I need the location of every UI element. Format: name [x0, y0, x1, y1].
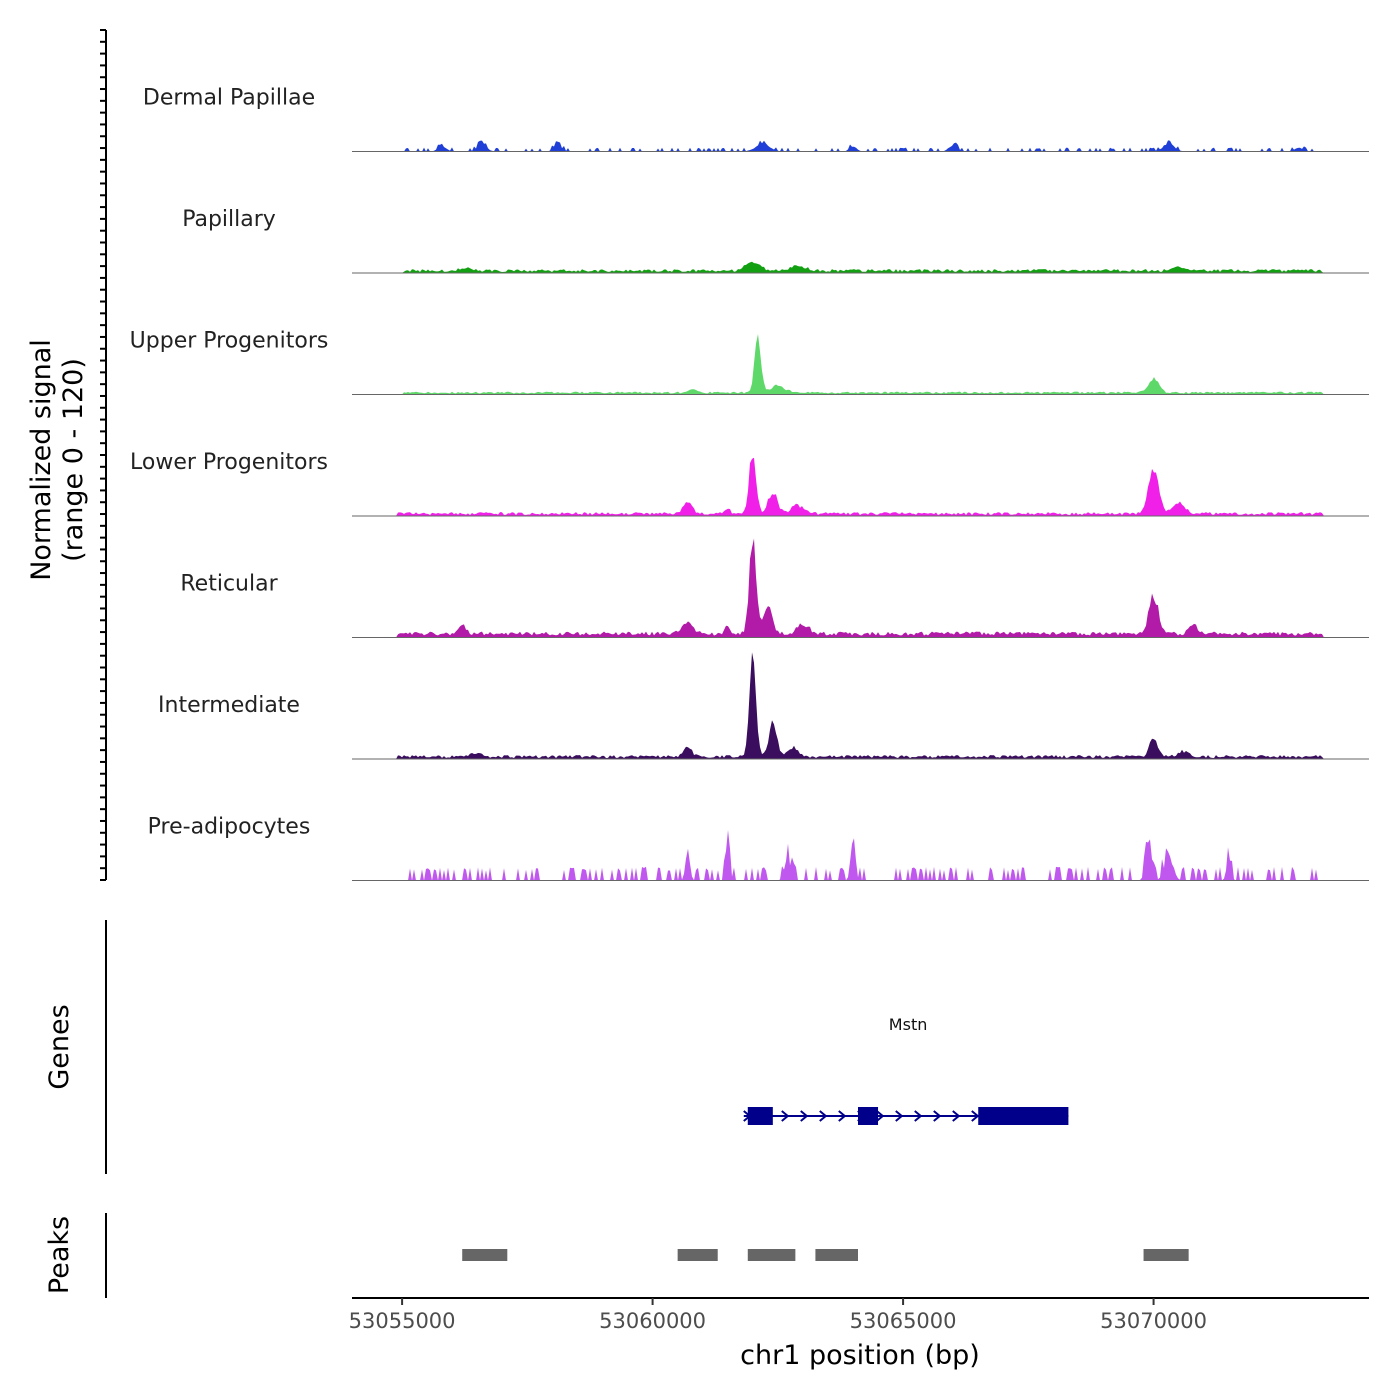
track-label: Lower Progenitors — [130, 450, 328, 475]
peaks-track — [462, 1249, 1189, 1261]
strand-arrow — [781, 1110, 790, 1122]
gene-exon — [857, 1107, 879, 1125]
coverage-area — [352, 140, 1369, 152]
x-axis-ticks: 53055000 53060000 53065000 53070000 — [349, 1298, 1207, 1333]
x-axis-title: chr1 position (bp) — [740, 1340, 980, 1371]
peak-region — [815, 1249, 858, 1261]
peak-region — [1143, 1249, 1189, 1261]
peak-region — [677, 1249, 718, 1261]
strand-arrow — [838, 1110, 847, 1122]
coverage-area — [352, 652, 1369, 759]
track-label: Reticular — [180, 572, 278, 597]
coverage-area — [352, 457, 1369, 516]
track-intermediate: Intermediate — [158, 652, 1369, 760]
track-lower-progenitors: Lower Progenitors — [130, 450, 1369, 517]
x-tick-label: 53055000 — [349, 1309, 456, 1333]
track-label: Upper Progenitors — [130, 329, 329, 354]
x-tick-label: 53070000 — [1100, 1309, 1207, 1333]
track-dermal-papillae: Dermal Papillae — [143, 86, 1369, 152]
strand-arrow — [933, 1110, 942, 1122]
strand-arrow — [952, 1110, 961, 1122]
track-label: Pre-adipocytes — [148, 815, 311, 840]
strand-arrow — [819, 1110, 828, 1122]
track-label: Intermediate — [158, 693, 300, 718]
y-axis-subtitle: (range 0 - 120) — [58, 358, 89, 562]
peak-region — [462, 1249, 508, 1261]
strand-arrow — [895, 1110, 904, 1122]
coverage-y-axis-ticks — [100, 29, 106, 881]
y-axis-title: Normalized signal — [26, 339, 57, 581]
peaks-track-title: Peaks — [44, 1216, 75, 1294]
gene-label: Mstn — [889, 1015, 928, 1034]
track-pre-adipocytes: Pre-adipocytes — [148, 815, 1369, 881]
gene-exon — [747, 1107, 773, 1125]
x-tick-label: 53060000 — [599, 1309, 706, 1333]
coverage-tracks: Dermal Papillae Papillary Upper Progenitor… — [130, 86, 1369, 881]
strand-arrow — [800, 1110, 809, 1122]
coverage-area — [352, 261, 1369, 273]
track-upper-progenitors: Upper Progenitors — [130, 329, 1369, 395]
track-reticular: Reticular — [180, 538, 1369, 638]
coverage-area — [352, 334, 1369, 395]
strand-arrow — [971, 1110, 980, 1122]
gene-exon — [978, 1107, 1069, 1125]
track-papillary: Papillary — [182, 207, 1369, 274]
strand-arrow — [914, 1110, 923, 1122]
genes-track-title: Genes — [44, 1004, 75, 1089]
track-label: Papillary — [182, 207, 276, 232]
peak-region — [747, 1249, 796, 1261]
track-label: Dermal Papillae — [143, 86, 315, 111]
genes-track: Mstn — [743, 1015, 1069, 1125]
strand-arrow — [876, 1110, 885, 1122]
coverage-area — [352, 830, 1369, 881]
coverage-area — [352, 538, 1369, 638]
x-tick-label: 53065000 — [850, 1309, 957, 1333]
